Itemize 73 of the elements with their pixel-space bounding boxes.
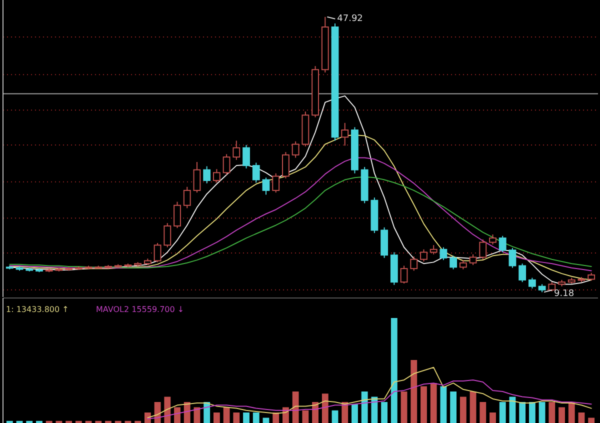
candlestick bbox=[489, 234, 496, 245]
candlestick bbox=[272, 172, 280, 194]
candlestick bbox=[193, 162, 201, 194]
bar bbox=[578, 412, 585, 423]
bar bbox=[460, 396, 466, 423]
bar bbox=[381, 402, 388, 423]
bar bbox=[470, 392, 476, 423]
bar bbox=[430, 383, 437, 423]
bar bbox=[233, 412, 240, 423]
bar bbox=[302, 410, 309, 423]
candlestick bbox=[459, 260, 467, 270]
bar bbox=[538, 402, 546, 423]
bar bbox=[440, 386, 447, 423]
bar bbox=[243, 412, 250, 423]
candlestick bbox=[440, 246, 448, 261]
bar bbox=[450, 392, 457, 423]
candlestick bbox=[242, 144, 250, 169]
candlestick bbox=[469, 254, 477, 266]
candlestick bbox=[548, 282, 556, 292]
bar bbox=[420, 386, 427, 423]
bar bbox=[499, 402, 506, 423]
bar bbox=[164, 396, 171, 423]
candlestick bbox=[341, 122, 349, 146]
bar bbox=[223, 407, 230, 423]
bar bbox=[322, 394, 328, 423]
text: MAVOL2 15559.700 ↓ bbox=[96, 305, 184, 314]
bar bbox=[410, 360, 418, 423]
bar bbox=[361, 392, 368, 423]
candlestick bbox=[528, 277, 536, 289]
text: 1: 13433.800 ↑ bbox=[6, 305, 69, 314]
candlestick bbox=[400, 265, 408, 284]
candlestick bbox=[420, 248, 428, 262]
candlestick bbox=[222, 154, 230, 176]
bar bbox=[371, 396, 378, 423]
bar bbox=[548, 402, 556, 423]
candlestick bbox=[252, 162, 260, 184]
candlestick bbox=[183, 186, 191, 209]
candlestick bbox=[450, 255, 458, 270]
candlestick bbox=[410, 256, 418, 272]
candlestick bbox=[282, 152, 290, 179]
bar bbox=[204, 402, 210, 423]
bar bbox=[184, 402, 190, 423]
bar bbox=[332, 410, 338, 423]
candlestick bbox=[154, 242, 162, 263]
candlestick bbox=[232, 140, 240, 160]
bar bbox=[588, 418, 595, 423]
candlestick bbox=[498, 235, 506, 253]
bar bbox=[528, 402, 536, 423]
bar bbox=[352, 404, 358, 423]
bar bbox=[213, 412, 220, 423]
bar bbox=[252, 412, 260, 423]
candlestick bbox=[262, 177, 270, 196]
bar bbox=[390, 318, 398, 423]
candlestick bbox=[292, 140, 300, 158]
candlestick bbox=[518, 263, 526, 283]
candlestick bbox=[508, 247, 516, 268]
bar bbox=[400, 392, 408, 423]
bar bbox=[272, 412, 280, 423]
candlestick bbox=[430, 244, 438, 255]
bar bbox=[568, 402, 575, 423]
candlestick bbox=[164, 222, 172, 248]
candlestick bbox=[203, 166, 211, 184]
bar bbox=[490, 412, 496, 423]
bar bbox=[519, 402, 526, 423]
candlestick bbox=[212, 168, 220, 184]
candlestick bbox=[174, 201, 181, 229]
bar bbox=[480, 402, 486, 423]
annotation: 9.18 bbox=[554, 289, 574, 300]
bar bbox=[558, 407, 565, 423]
bar bbox=[174, 407, 180, 423]
candlestick bbox=[479, 238, 487, 260]
annotation: 47.92 bbox=[337, 14, 363, 24]
bar bbox=[292, 392, 299, 423]
